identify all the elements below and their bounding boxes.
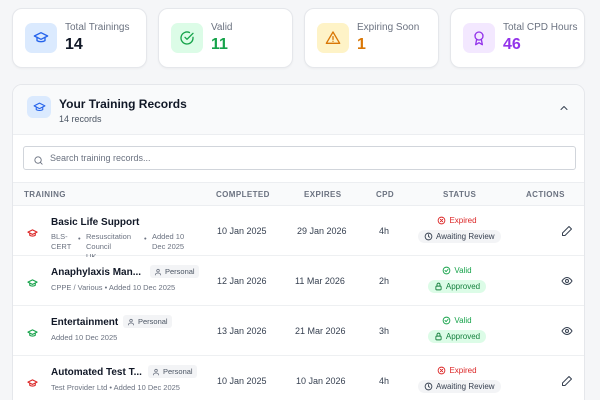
chevron-up-icon[interactable] (558, 101, 570, 119)
view-icon[interactable] (561, 274, 573, 292)
status-cell: Expired Awaiting Review (418, 366, 501, 396)
check-circle-icon (443, 316, 451, 325)
warning-icon (317, 23, 349, 53)
lock-icon (435, 282, 442, 291)
training-meta: Added 10 Dec 2025 (51, 333, 118, 342)
award-icon (463, 23, 495, 53)
stat-value: 1 (357, 36, 366, 53)
training-name: Basic Life Support (51, 217, 140, 228)
record-count: 14 records (59, 114, 102, 124)
search-box (23, 146, 576, 170)
stat-card-expiring-soon: Expiring Soon 1 (304, 8, 439, 68)
table-row[interactable]: Entertainment Personal Added 10 Dec 2025… (13, 307, 584, 356)
completed-date: 10 Jan 2025 (217, 226, 267, 236)
training-meta: CPPE / Various • Added 10 Dec 2025 (51, 283, 176, 292)
table-row[interactable]: Automated Test T... Personal Test Provid… (13, 357, 584, 400)
training-records-panel: Your Training Records 14 records TRAININ… (12, 84, 585, 400)
user-icon (154, 268, 162, 275)
status-valid: Valid (418, 266, 496, 275)
expires-date: 10 Jan 2026 (296, 376, 346, 386)
graduation-cap-icon (27, 226, 38, 244)
panel-title: Your Training Records (59, 97, 187, 111)
status-expired: Expired (418, 366, 496, 375)
graduation-cap-icon (27, 376, 38, 394)
completed-date: 12 Jan 2026 (217, 276, 267, 286)
x-circle-icon (438, 366, 446, 375)
lock-icon (435, 332, 442, 341)
cpd-hours: 4h (379, 226, 390, 236)
training-name: Anaphylaxis Man... (51, 267, 142, 278)
stats-row: Total Trainings 14 Valid 11 Expiring Soo… (12, 8, 590, 68)
search-input[interactable] (50, 150, 560, 166)
check-circle-icon (171, 23, 203, 53)
personal-badge: Personal (150, 265, 199, 278)
approval-badge: Awaiting Review (418, 380, 501, 393)
personal-badge: Personal (148, 365, 197, 378)
view-icon[interactable] (561, 324, 573, 342)
stat-value: 11 (211, 36, 228, 53)
table-header: TRAINING COMPLETED EXPIRES CPD STATUS AC… (13, 182, 584, 206)
stat-label: Total CPD Hours (503, 22, 578, 33)
check-circle-icon (443, 266, 451, 275)
column-completed: COMPLETED (216, 190, 270, 199)
cpd-hours: 2h (379, 276, 390, 286)
stat-label: Valid (211, 22, 233, 33)
status-cell: Valid Approved (418, 266, 496, 296)
stat-label: Expiring Soon (357, 22, 420, 33)
stat-value: 14 (65, 36, 83, 53)
clock-icon (424, 232, 433, 241)
panel-header[interactable]: Your Training Records 14 records (13, 85, 584, 135)
stat-value: 46 (503, 36, 521, 53)
user-icon (127, 318, 135, 325)
status-expired: Expired (418, 216, 496, 225)
expires-date: 21 Mar 2026 (295, 326, 346, 336)
stat-card-total-cpd-hours: Total CPD Hours 46 (450, 8, 585, 68)
training-name: Automated Test T... (51, 367, 142, 378)
completed-date: 13 Jan 2026 (217, 326, 267, 336)
table-row[interactable]: Basic Life Support BLS- CERT • Resuscita… (13, 207, 584, 261)
stat-card-total-trainings: Total Trainings 14 (12, 8, 147, 68)
x-circle-icon (438, 216, 446, 225)
cpd-hours: 4h (379, 376, 390, 386)
cpd-hours: 3h (379, 326, 390, 336)
expires-date: 29 Jan 2026 (297, 226, 347, 236)
completed-date: 10 Jan 2025 (217, 376, 267, 386)
column-actions: ACTIONS (526, 190, 565, 199)
graduation-cap-icon (25, 23, 57, 53)
search-icon (33, 153, 44, 171)
approval-badge: Approved (427, 330, 487, 343)
table-row[interactable]: Anaphylaxis Man... Personal CPPE / Vario… (13, 257, 584, 306)
status-cell: Valid Approved (418, 316, 496, 346)
edit-icon[interactable] (561, 374, 573, 392)
approval-badge: Awaiting Review (418, 230, 501, 243)
clock-icon (424, 382, 433, 391)
graduation-cap-icon (27, 326, 38, 344)
stat-card-valid: Valid 11 (158, 8, 293, 68)
column-status: STATUS (443, 190, 477, 199)
expires-date: 11 Mar 2026 (295, 276, 345, 286)
training-meta: Test Provider Ltd • Added 10 Dec 2025 (51, 383, 180, 392)
column-cpd: CPD (376, 190, 395, 199)
training-name: Entertainment (51, 317, 119, 328)
personal-badge: Personal (123, 315, 172, 328)
stat-label: Total Trainings (65, 22, 130, 33)
column-training: TRAINING (24, 190, 66, 199)
graduation-cap-icon (27, 96, 51, 118)
approval-badge: Approved (427, 280, 487, 293)
column-expires: EXPIRES (304, 190, 342, 199)
status-cell: Expired Awaiting Review (418, 216, 501, 246)
status-valid: Valid (418, 316, 496, 325)
edit-icon[interactable] (561, 224, 573, 242)
user-icon (152, 368, 160, 375)
graduation-cap-icon (27, 276, 38, 294)
